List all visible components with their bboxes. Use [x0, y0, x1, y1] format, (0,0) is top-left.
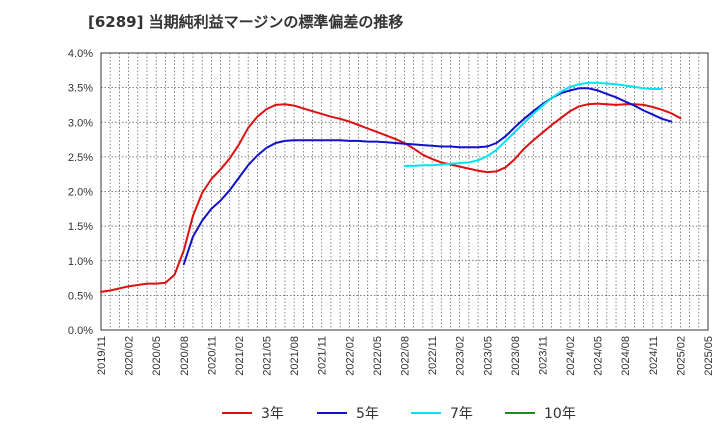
x-tick-label: 2024/05 [593, 336, 605, 376]
x-tick-label: 2025/05 [703, 336, 715, 376]
x-tick-label: 2021/11 [317, 336, 329, 375]
x-tick-label: 2024/11 [648, 336, 660, 375]
x-tick-label: 2024/02 [565, 336, 577, 376]
x-tick-label: 2021/08 [289, 336, 301, 376]
y-tick-label: 0.5% [68, 290, 93, 302]
x-tick-label: 2022/02 [344, 336, 356, 376]
x-tick-label: 2021/05 [262, 336, 274, 376]
y-tick-label: 2.5% [68, 152, 93, 164]
legend: 3年 5年 7年 10年 [222, 406, 576, 422]
series-lines [100, 81, 682, 293]
x-tick-label: 2025/02 [675, 336, 687, 376]
x-tick-label: 2020/08 [179, 336, 191, 376]
y-tick-label: 2.0% [68, 187, 93, 199]
y-tick-label: 3.0% [68, 117, 93, 129]
legend-label-3: 7年 [450, 406, 473, 422]
x-tick-label: 2023/05 [482, 336, 494, 376]
legend-label-2: 5年 [356, 406, 379, 422]
x-tick-label: 2023/11 [537, 336, 549, 375]
x-tick-label: 2023/02 [455, 336, 467, 376]
chart-title: [6289] 当期純利益マージンの標準偏差の推移 [88, 13, 403, 31]
x-tick-label: 2022/11 [427, 336, 439, 375]
x-tick-label: 2022/05 [372, 336, 384, 376]
legend-label-1: 3年 [261, 406, 284, 422]
x-tick-label: 2023/08 [510, 336, 522, 376]
y-tick-label: 0.0% [68, 325, 93, 337]
y-axis-ticks: 0.0% 0.5% 1.0% 1.5% 2.0% 2.5% 3.0% 3.5% 4.0% [68, 48, 93, 337]
x-axis-ticks: 2019/11 2020/02 2020/05 2020/08 2020/11 2021/… [96, 336, 715, 376]
series-line-1 [100, 102, 682, 293]
y-tick-label: 1.5% [68, 221, 93, 233]
y-tick-label: 3.5% [68, 83, 93, 95]
series-line-3 [403, 81, 663, 167]
x-tick-label: 2024/08 [620, 336, 632, 376]
x-tick-label: 2020/02 [124, 336, 136, 376]
legend-label-4: 10年 [544, 406, 576, 422]
x-tick-label: 2019/11 [96, 336, 108, 375]
x-tick-label: 2020/05 [151, 336, 163, 376]
x-tick-label: 2022/08 [400, 336, 412, 376]
y-tick-label: 4.0% [68, 48, 93, 60]
y-tick-label: 1.0% [68, 256, 93, 268]
x-tick-label: 2020/11 [206, 336, 218, 375]
x-tick-label: 2021/02 [234, 336, 246, 376]
series-line-2 [182, 87, 673, 266]
grid-lines [101, 53, 708, 330]
